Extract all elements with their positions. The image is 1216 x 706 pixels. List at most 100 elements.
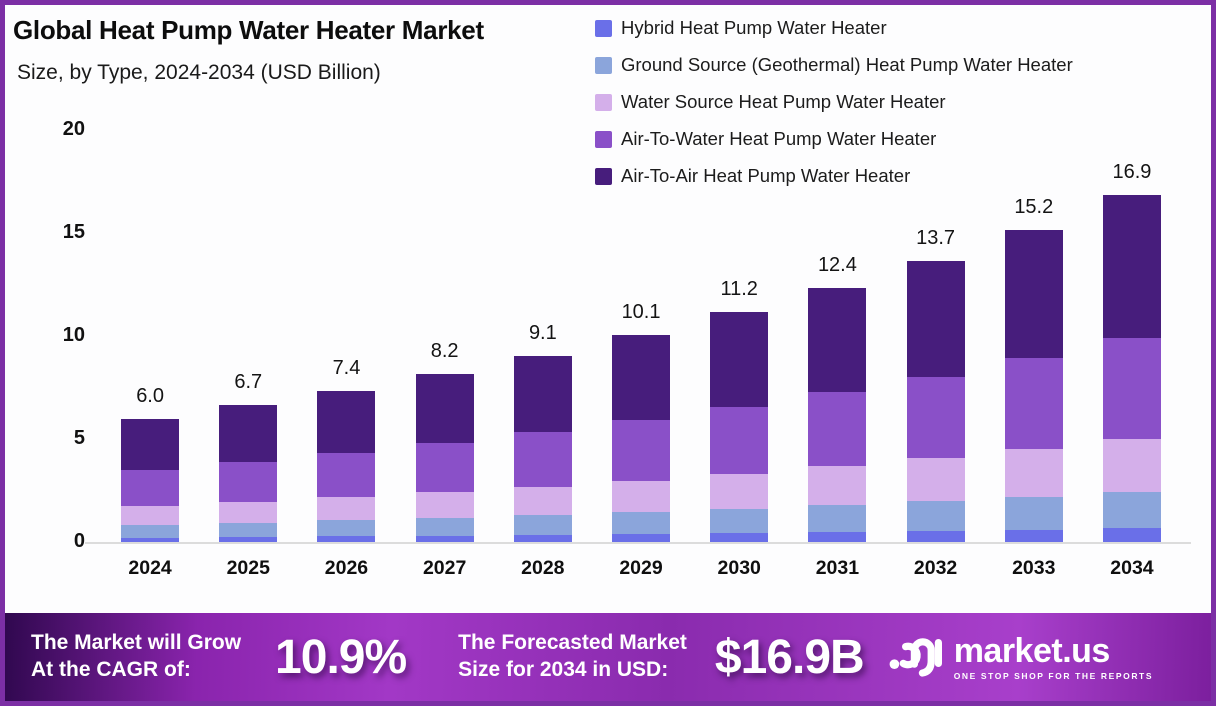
bar-column: 7.4: [297, 131, 395, 543]
bar-total-label: 12.4: [817, 253, 857, 276]
bar-stack: [513, 355, 572, 543]
bar-segment: [808, 466, 867, 506]
bar-segment: [513, 534, 572, 543]
bar-segment: [317, 536, 376, 543]
legend-item: Air-To-Air Heat Pump Water Heater: [595, 163, 1201, 189]
bar-segment: [415, 535, 474, 543]
legend-swatch-icon: [595, 56, 612, 74]
bar-total-label: 6.0: [136, 385, 164, 408]
bar-stack: [808, 287, 867, 543]
bar-column: 12.4: [788, 131, 886, 543]
bar-total-label: 9.1: [528, 321, 557, 344]
bar-segment: [1102, 491, 1161, 528]
bar-column: 15.2: [985, 131, 1083, 543]
brand-name: market.us: [953, 631, 1111, 670]
bar-total-label: 11.2: [720, 278, 758, 301]
legend-item: Air-To-Water Heat Pump Water Heater: [595, 126, 1201, 152]
bar-segment: [906, 458, 965, 502]
x-tick-label: 2026: [324, 557, 369, 579]
bar-segment: [121, 470, 180, 506]
x-tick-label: 2024: [128, 557, 172, 579]
bar-segment: [906, 530, 965, 543]
bar-segment: [121, 419, 180, 471]
bar-stack: [121, 419, 180, 543]
x-tick-label: 2031: [815, 557, 860, 579]
bar-segment: [317, 390, 376, 454]
bar-column: 6.0: [101, 131, 199, 543]
bar-column: 16.9: [1083, 131, 1181, 543]
bar-segment: [513, 515, 572, 535]
x-tick-label: 2027: [422, 557, 467, 579]
brand-tagline: ONE STOP SHOP FOR THE REPORTS: [953, 670, 1154, 681]
bar-segment: [513, 355, 572, 433]
legend-swatch-icon: [595, 93, 612, 111]
brand-logo: market.us ONE STOP SHOP FOR THE REPORTS: [888, 634, 1153, 681]
bar-column: 13.7: [887, 131, 985, 543]
bar-segment: [808, 505, 867, 532]
bar-segment: [612, 334, 671, 421]
bar-segment: [415, 492, 474, 519]
bar-segment: [710, 406, 769, 474]
bar-stack: [317, 390, 376, 543]
x-tick-label: 2030: [717, 557, 761, 579]
bar-segment: [612, 534, 671, 543]
y-tick-label: 0: [73, 530, 85, 552]
x-tick-label: 2034: [1110, 557, 1154, 579]
bar-segment: [612, 480, 671, 513]
cagr-label-line2: At the CAGR of:: [31, 658, 191, 681]
bar-column: 11.2: [690, 131, 788, 543]
x-tick-label: 2029: [619, 557, 663, 579]
bar-stack: [1004, 229, 1063, 543]
forecast-label-line1: The Forecasted Market: [458, 631, 687, 655]
bar-segment: [1102, 194, 1161, 338]
bar-segment: [317, 497, 376, 521]
bar-segment: [513, 432, 572, 487]
bar-segment: [710, 312, 769, 407]
forecast-label-line2: Size for 2034 in USD:: [458, 658, 669, 681]
legend-item: Ground Source (Geothermal) Heat Pump Wat…: [595, 52, 1201, 78]
forecast-value: $16.9B: [714, 630, 865, 684]
legend-swatch-icon: [595, 167, 612, 185]
bar-column: 8.2: [396, 131, 494, 543]
bar-segment: [808, 531, 867, 543]
bar-segment: [1004, 229, 1063, 359]
bar-segment: [906, 376, 965, 459]
cagr-value: 10.9%: [275, 630, 407, 684]
bar-segment: [121, 537, 180, 543]
market-us-logo-icon: [889, 638, 942, 677]
bar-segment: [710, 533, 769, 543]
bar-total-label: 16.9: [1112, 160, 1152, 183]
x-tick-label: 2032: [913, 557, 958, 579]
bar-segment: [1102, 527, 1161, 543]
y-axis-labels: 0 5 10 15 20: [33, 5, 85, 605]
legend-label: Air-To-Water Heat Pump Water Heater: [621, 128, 937, 149]
bar-stack: [1102, 194, 1161, 543]
bar-segment: [808, 287, 867, 393]
bar-segment: [219, 501, 278, 523]
bar-column: 9.1: [494, 131, 592, 543]
legend-item: Water Source Heat Pump Water Heater: [595, 89, 1201, 115]
legend-swatch-icon: [595, 19, 612, 37]
cagr-label-line1: The Market will Grow: [31, 631, 242, 655]
bar-stack: [219, 405, 278, 543]
bar-total-label: 7.4: [332, 356, 361, 379]
bar-segment: [219, 537, 278, 543]
page-title: Global Heat Pump Water Heater Market: [13, 15, 484, 45]
footer-banner: The Market will Grow At the CAGR of: 10.…: [5, 613, 1211, 701]
bar-column: 10.1: [592, 131, 690, 543]
legend-label: Ground Source (Geothermal) Heat Pump Wat…: [621, 54, 1073, 75]
legend-label: Water Source Heat Pump Water Heater: [621, 91, 946, 112]
legend-swatch-icon: [595, 130, 612, 148]
cagr-label: The Market will Grow At the CAGR of:: [31, 630, 241, 684]
bar-segment: [415, 518, 474, 536]
forecast-label: The Forecasted Market Size for 2034 in U…: [458, 630, 687, 684]
x-tick-label: 2028: [521, 557, 565, 579]
legend-label: Hybrid Heat Pump Water Heater: [621, 17, 887, 38]
y-tick-label: 15: [62, 221, 85, 243]
page-subtitle: Size, by Type, 2024-2034 (USD Billion): [17, 61, 381, 84]
bar-segment: [906, 501, 965, 531]
bar-segment: [1004, 496, 1063, 530]
bar-segment: [219, 461, 278, 502]
bar-stack: [710, 312, 769, 543]
